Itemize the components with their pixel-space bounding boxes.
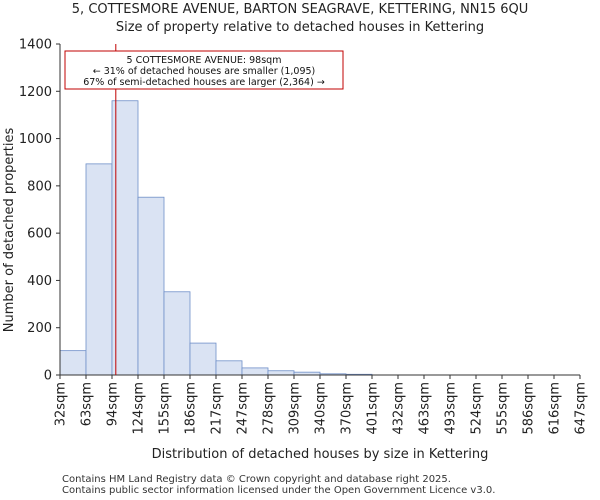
- y-tick-label: 1000: [19, 132, 52, 147]
- x-axis-label: Distribution of detached houses by size …: [152, 447, 489, 462]
- histogram-bar: [215, 360, 243, 376]
- y-tick-label: 400: [27, 274, 52, 289]
- chart-subtitle: Size of property relative to detached ho…: [115, 20, 485, 35]
- x-tick-label: 586sqm: [522, 382, 537, 435]
- histogram-bar: [59, 350, 87, 376]
- histogram-bar: [85, 163, 113, 376]
- x-tick-label: 616sqm: [548, 382, 563, 435]
- histogram-bar: [137, 196, 165, 376]
- y-tick-label: 1400: [19, 38, 52, 53]
- y-tick-label: 0: [44, 369, 52, 384]
- x-tick-label: 463sqm: [418, 382, 433, 435]
- x-tick-label: 63sqm: [80, 382, 95, 426]
- x-tick-label: 186sqm: [184, 382, 199, 435]
- footer-line-2: Contains public sector information licen…: [62, 485, 496, 496]
- histogram-bar: [163, 291, 191, 376]
- x-tick-label: 32sqm: [54, 382, 69, 426]
- x-tick-label: 278sqm: [262, 382, 277, 435]
- x-tick-label: 370sqm: [340, 382, 355, 435]
- x-tick-label: 340sqm: [314, 382, 329, 435]
- footer-line-1: Contains HM Land Registry data © Crown c…: [62, 474, 451, 485]
- y-tick-label: 800: [27, 179, 52, 194]
- histogram-bar: [241, 367, 269, 376]
- annotation-text: ← 31% of detached houses are smaller (1,…: [93, 66, 316, 77]
- x-tick-label: 401sqm: [366, 382, 381, 435]
- y-axis-label: Number of detached properties: [2, 128, 17, 333]
- x-tick-label: 124sqm: [132, 382, 147, 435]
- x-tick-label: 432sqm: [392, 382, 407, 435]
- x-tick-label: 155sqm: [158, 382, 173, 435]
- y-tick-label: 1200: [19, 85, 52, 100]
- annotation-text: 5 COTTESMORE AVENUE: 98sqm: [127, 55, 282, 66]
- y-tick-label: 200: [27, 321, 52, 336]
- annotation-box: [64, 50, 344, 90]
- y-tick-label: 600: [27, 227, 52, 242]
- histogram-chart: 0 200 400 600 800 1000 1200 1400 32sqm 63sqm 94sq…: [2, 38, 589, 463]
- x-tick-label: 493sqm: [444, 382, 459, 435]
- histogram-bar: [111, 100, 139, 376]
- x-tick-label: 309sqm: [288, 382, 303, 435]
- x-tick-label: 247sqm: [236, 382, 251, 435]
- x-tick-label: 94sqm: [106, 382, 121, 426]
- x-tick-label: 217sqm: [210, 382, 225, 435]
- x-tick-label: 647sqm: [574, 382, 589, 435]
- histogram-bar: [189, 342, 217, 376]
- histogram-bar: [267, 370, 295, 376]
- annotation-text: 67% of semi-detached houses are larger (…: [83, 77, 325, 88]
- x-tick-label: 555sqm: [496, 382, 511, 435]
- x-tick-label: 524sqm: [470, 382, 485, 435]
- chart-title: 5, COTTESMORE AVENUE, BARTON SEAGRAVE, K…: [71, 2, 529, 17]
